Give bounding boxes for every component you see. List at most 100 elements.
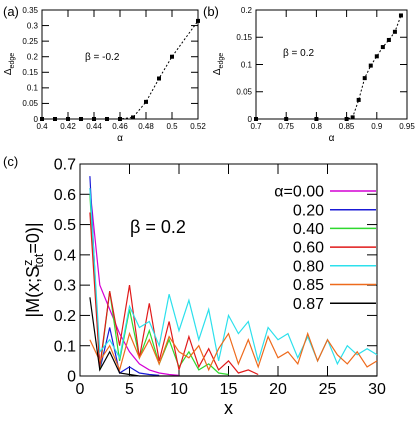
data-point <box>350 115 355 120</box>
y-tick-label: 0.5 <box>54 217 76 234</box>
y-tick-label: 0.15 <box>236 33 252 42</box>
y-tick-label: 0.15 <box>22 68 38 77</box>
y-tick-label: 0 <box>248 115 253 124</box>
y-tick-label: 0.1 <box>54 338 76 355</box>
x-tick-label: 30 <box>368 381 386 398</box>
series-line <box>42 20 199 120</box>
x-tick-label: 5 <box>125 381 134 398</box>
data-point <box>362 76 367 81</box>
data-point <box>66 117 70 121</box>
y-tick-label: 0.1 <box>241 60 253 69</box>
series-line <box>89 188 378 366</box>
x-axis-label: α <box>329 133 335 144</box>
x-tick-label: 0.75 <box>278 122 294 131</box>
legend-label: 0.87 <box>293 296 324 313</box>
y-tick-label: 0 <box>34 115 39 124</box>
panel-label: (a) <box>3 4 19 19</box>
x-tick-label: 0.95 <box>399 122 415 131</box>
chart-annotation: β = -0.2 <box>85 52 120 63</box>
data-point <box>157 76 161 81</box>
x-tick-label: 0.42 <box>60 122 76 131</box>
data-point <box>380 45 385 50</box>
series-line <box>89 297 377 377</box>
data-point <box>386 37 391 42</box>
chart-annotation: β = 0.2 <box>283 48 314 59</box>
x-tick-label: 0.44 <box>86 122 102 131</box>
panel-label: (c) <box>3 154 18 169</box>
series-line <box>89 188 180 376</box>
y-tick-label: 0.2 <box>54 308 76 325</box>
data-point <box>284 117 289 121</box>
legend-label: 0.20 <box>293 202 324 219</box>
x-tick-label: 0.8 <box>311 122 323 131</box>
y-axis-label: |M(x;Sztot=0)| <box>21 222 46 317</box>
legend-label: 0.80 <box>293 258 324 275</box>
series-line <box>89 331 378 372</box>
panel-a: 0.4 0.42 0.44 0.46 0.48 0.5 0.52 0 0.05 0.1 0.15 0.… <box>3 4 206 144</box>
y-axis-label: Δedge <box>212 53 225 75</box>
series-line <box>89 176 160 376</box>
x-tick-label: 20 <box>269 381 287 398</box>
y-tick-label: 0.35 <box>22 6 38 15</box>
data-point <box>254 117 258 121</box>
x-tick-label: 25 <box>319 381 337 398</box>
plot-frame <box>41 9 199 120</box>
data-point <box>118 117 122 121</box>
data-point <box>392 29 397 34</box>
x-tick-label: 0.9 <box>371 122 383 131</box>
y-tick-label: 0.4 <box>54 247 76 264</box>
data-point <box>40 117 44 121</box>
x-tick-label: 0 <box>76 381 85 398</box>
data-point <box>105 117 109 121</box>
x-tick-label: 0.4 <box>36 122 48 131</box>
y-tick-label: 0.05 <box>236 88 252 97</box>
data-point <box>398 13 403 18</box>
data-point <box>368 63 373 68</box>
x-tick-label: 0.52 <box>190 122 206 131</box>
x-tick-label: 0.46 <box>112 122 128 131</box>
y-tick-label: 0.3 <box>27 21 39 30</box>
y-tick-label: 0.2 <box>27 53 39 62</box>
panel-label: (b) <box>203 4 219 19</box>
data-point <box>92 117 96 121</box>
series-line <box>256 15 402 120</box>
x-tick-label: 10 <box>170 381 188 398</box>
legend-label: 0.85 <box>293 277 324 294</box>
x-axis-label: α <box>117 133 123 144</box>
legend-label: 0.40 <box>293 221 324 238</box>
x-axis-label: x <box>224 398 233 418</box>
y-tick-label: 0.6 <box>54 187 76 204</box>
y-tick-label: 0.2 <box>241 6 253 15</box>
data-point <box>53 117 57 121</box>
y-tick-label: 0.05 <box>22 99 38 108</box>
plot-frame <box>79 163 378 377</box>
y-tick-label: 0.1 <box>27 84 39 93</box>
legend-label: α=0.00 <box>274 184 324 201</box>
data-point <box>374 54 379 59</box>
panel-b: 0.7 0.75 0.8 0.85 0.9 0.95 0 0.05 0.1 0.15 0.2 (b) β… <box>203 4 415 144</box>
plot-frame <box>255 9 408 120</box>
y-axis-label: Δedge <box>3 53 16 75</box>
panel-c: 0 5 10 15 20 25 30 0 0.1 0.2 0.3 0.4 0.5 0.6 0.7 (c) β =… <box>3 154 386 418</box>
legend-label: 0.60 <box>293 240 324 257</box>
data-point <box>170 54 174 59</box>
data-point <box>79 117 83 121</box>
x-tick-label: 0.7 <box>250 122 262 131</box>
data-point <box>144 99 148 104</box>
x-tick-label: 0.5 <box>166 122 178 131</box>
y-tick-label: 0.3 <box>54 278 76 295</box>
x-tick-label: 0.85 <box>339 122 355 131</box>
y-tick-label: 0 <box>67 369 76 386</box>
y-tick-label: 0.7 <box>54 157 76 174</box>
data-point <box>356 97 361 102</box>
series-line <box>89 212 259 376</box>
x-tick-label: 0.48 <box>138 122 154 131</box>
chart-annotation: β = 0.2 <box>130 217 186 237</box>
data-point <box>131 115 135 120</box>
x-tick-label: 15 <box>220 381 238 398</box>
data-point <box>196 18 200 23</box>
y-tick-label: 0.25 <box>22 37 38 46</box>
data-point <box>344 117 349 121</box>
data-point <box>314 117 319 121</box>
